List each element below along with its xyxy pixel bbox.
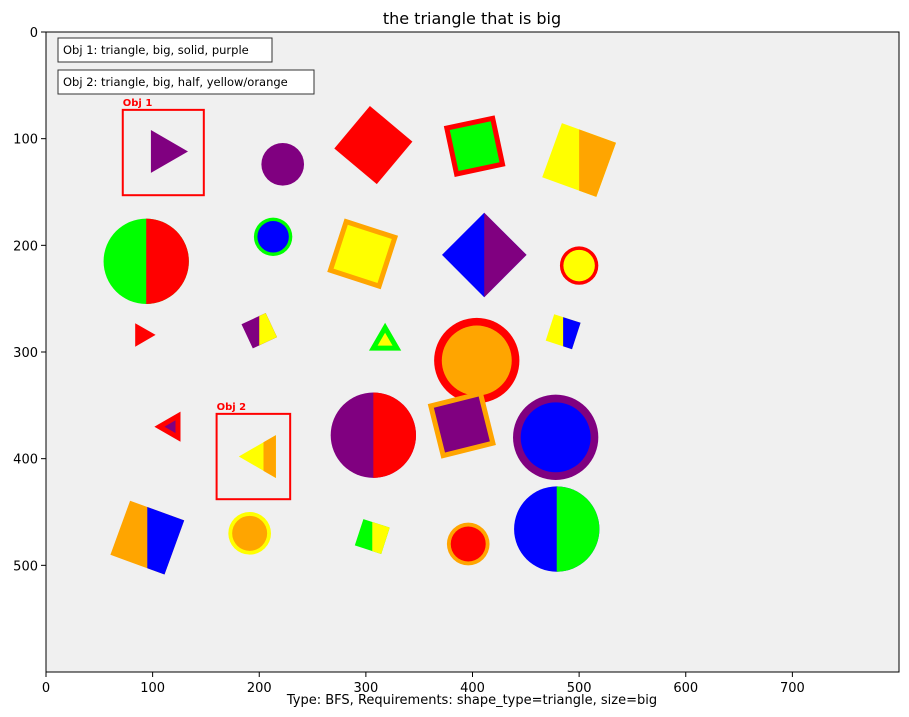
- shape-square: [442, 212, 527, 298]
- x-tick-label: 100: [140, 681, 165, 696]
- x-tick-label: 400: [460, 681, 485, 696]
- shape-square: [327, 218, 399, 290]
- shape-triangle: [368, 322, 402, 351]
- x-tick-label: 700: [780, 681, 805, 696]
- highlight-label: Obj 2: [217, 402, 247, 413]
- y-tick-label: 0: [30, 26, 38, 41]
- shape-square: [545, 314, 581, 350]
- shape-triangle: [150, 130, 188, 173]
- shape-square: [427, 390, 496, 459]
- shape-triangle: [135, 323, 156, 347]
- x-axis: 0 100 200 300 400 500 600 700: [42, 672, 805, 696]
- highlight-box: [121, 108, 205, 197]
- shape-triangle: [154, 411, 181, 442]
- info-box-text: Obj 2: triangle, big, half, yellow/orang…: [63, 75, 288, 89]
- highlight-layer: Obj 1 Obj 2: [121, 98, 292, 501]
- shape-circle: [434, 317, 520, 404]
- highlight-label: Obj 1: [123, 98, 153, 109]
- chart-title: the triangle that is big: [383, 9, 561, 28]
- y-tick-label: 500: [13, 559, 38, 574]
- shape-square: [241, 313, 277, 349]
- shape-circle: [514, 486, 600, 572]
- shape-square: [354, 519, 390, 554]
- shape-circle: [253, 217, 293, 256]
- x-tick-label: 500: [567, 681, 592, 696]
- info-box: [57, 37, 273, 63]
- shape-circle: [513, 394, 599, 480]
- chart-caption: Type: BFS, Requirements: shape_type=tria…: [286, 693, 657, 708]
- shape-circle: [261, 142, 305, 186]
- shape-circle: [330, 392, 416, 478]
- shape-circle: [446, 522, 490, 566]
- info-box-text: Obj 1: triangle, big, solid, purple: [63, 43, 249, 57]
- shape-circle: [559, 246, 599, 285]
- y-axis: 0 100 200 300 400 500: [13, 26, 46, 574]
- shape-square: [110, 500, 185, 575]
- x-tick-label: 0: [42, 681, 50, 696]
- shapes-layer: [103, 106, 616, 575]
- shape-circle: [228, 512, 271, 555]
- shape-square: [443, 115, 506, 177]
- highlight-box: [215, 412, 292, 501]
- x-tick-label: 300: [353, 681, 378, 696]
- shape-square: [542, 123, 616, 197]
- y-tick-label: 100: [13, 133, 38, 148]
- x-tick-label: 600: [673, 681, 698, 696]
- info-box-layer: Obj 1: triangle, big, solid, purple Obj 2…: [57, 37, 315, 95]
- shape-square: [334, 106, 413, 185]
- y-tick-label: 300: [13, 346, 38, 361]
- info-box: [57, 69, 315, 95]
- y-tick-label: 400: [13, 453, 38, 468]
- x-tick-label: 200: [247, 681, 272, 696]
- y-tick-label: 200: [13, 239, 38, 254]
- shape-circle: [103, 218, 189, 304]
- shape-triangle: [238, 435, 276, 478]
